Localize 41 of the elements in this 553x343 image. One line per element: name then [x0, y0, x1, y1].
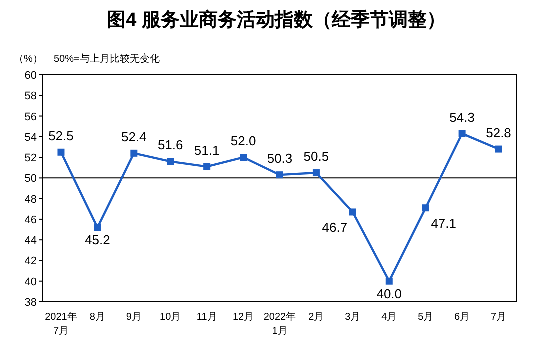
y-tick-label: 56: [24, 111, 37, 124]
x-tick-label: 7月: [490, 312, 507, 323]
y-tick-label: 46: [24, 214, 37, 226]
y-tick-label: 40: [24, 276, 37, 288]
data-label: 52.4: [122, 129, 147, 144]
y-tick-label: 52: [24, 152, 37, 165]
data-label: 47.1: [431, 216, 456, 232]
x-tick-label: 12月: [232, 312, 254, 323]
data-label: 52.8: [486, 125, 512, 140]
y-tick-label: 60: [24, 70, 37, 82]
data-label: 52.5: [48, 128, 74, 144]
x-tick-label: 5月: [418, 312, 434, 323]
x-tick-label: 4月: [382, 312, 398, 323]
data-label: 50.5: [304, 149, 330, 164]
x-tick-label: 6月: [454, 312, 470, 323]
x-tick-label: 2月: [308, 312, 324, 323]
y-tick-label: 42: [24, 256, 37, 268]
data-label: 54.3: [450, 110, 475, 125]
data-label: 50.3: [267, 151, 293, 166]
y-tick-label: 50: [24, 173, 37, 186]
data-label: 52.0: [230, 134, 256, 149]
x-tick-label: 10月: [160, 312, 182, 323]
text: 50%=与上月比较无变化: [54, 53, 160, 65]
x-tick-label: 2021年 7月: [45, 311, 78, 337]
y-tick-label: 48: [24, 194, 37, 206]
data-label: 51.1: [194, 142, 220, 158]
data-label: 46.7: [322, 220, 348, 236]
x-tick-label: 8月: [90, 312, 106, 323]
x-tick-label: 3月: [345, 312, 361, 323]
x-tick-label: 11月: [196, 312, 218, 323]
y-tick-label: 54: [24, 132, 37, 144]
y-axis-title: （%）: [14, 54, 43, 65]
x-tick-label: 9月: [126, 312, 142, 323]
y-tick-label: 38: [24, 297, 37, 309]
data-label: 40.0: [376, 286, 402, 302]
data-label: 45.2: [85, 232, 110, 248]
chart-title: 图4 服务业商务活动指数（经季节调整）: [107, 9, 446, 31]
x-tick-label: 2022年 1月: [264, 311, 296, 337]
y-tick-label: 58: [24, 90, 37, 103]
y-tick-label: 44: [24, 235, 37, 248]
data-label: 51.6: [158, 138, 184, 153]
